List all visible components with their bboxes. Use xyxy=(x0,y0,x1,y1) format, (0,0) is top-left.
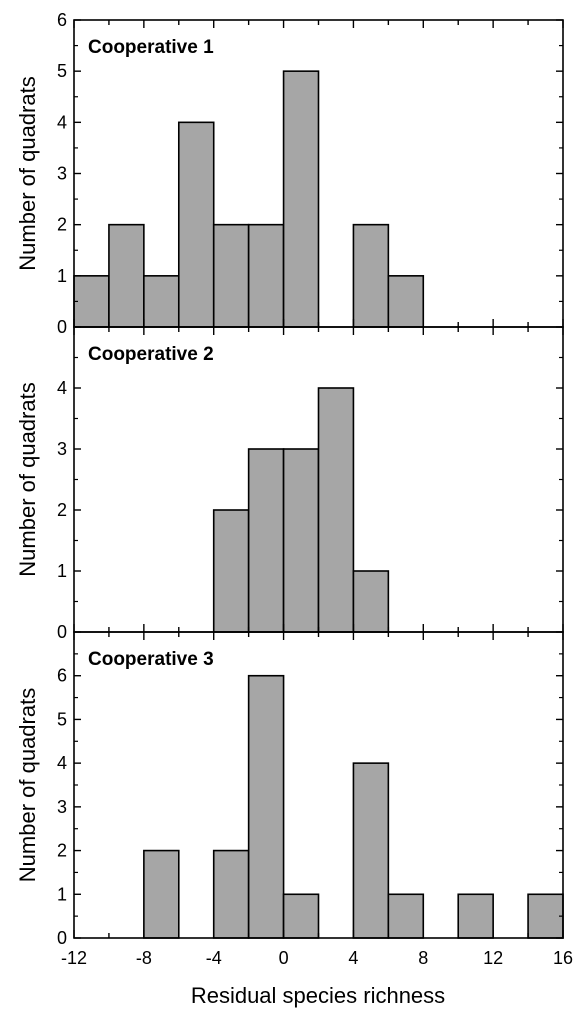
y-tick-label: 6 xyxy=(57,666,67,686)
y-tick-label: 0 xyxy=(57,928,67,948)
y-tick-label: 0 xyxy=(57,317,67,337)
histogram-bar xyxy=(247,448,285,633)
histogram-bar xyxy=(352,223,390,328)
y-tick-label: 0 xyxy=(57,622,67,642)
histogram-bar xyxy=(108,223,145,328)
histogram-bar xyxy=(282,448,320,633)
x-tick-label: 12 xyxy=(483,948,503,968)
x-tick-label: -4 xyxy=(206,948,222,968)
panel-title: Cooperative 2 xyxy=(88,344,214,365)
y-tick-label: 3 xyxy=(57,164,67,184)
y-tick-label: 6 xyxy=(57,10,67,30)
histogram-bar xyxy=(247,674,285,939)
histogram-bar xyxy=(247,223,285,328)
y-tick-label: 4 xyxy=(57,753,67,773)
panel-2: 0 1 2 3 4 Cooperative 2 Number of quadrats xyxy=(15,326,564,642)
histogram-bar xyxy=(212,223,250,328)
y-tick-label: 4 xyxy=(57,378,67,398)
y-axis-title: Number of quadrats xyxy=(15,688,40,882)
panel-title: Cooperative 3 xyxy=(88,649,214,670)
histogram-bar xyxy=(143,275,180,328)
y-axis-title: Number of quadrats xyxy=(15,382,40,576)
y-tick-label: 4 xyxy=(57,112,67,132)
histogram-bar xyxy=(282,70,320,328)
x-tick-labels: -12 -8 -4 0 4 8 12 16 xyxy=(61,948,573,968)
x-tick-label: 4 xyxy=(348,948,358,968)
histogram-bar xyxy=(212,509,250,633)
histogram-bar xyxy=(457,893,494,939)
histogram-bar xyxy=(352,570,390,633)
y-tick-label: 3 xyxy=(57,797,67,817)
histogram-bar xyxy=(143,849,180,939)
y-tick-label: 3 xyxy=(57,439,67,459)
x-tick-label: 0 xyxy=(279,948,289,968)
histogram-bar xyxy=(387,275,425,328)
y-tick-label: 2 xyxy=(57,841,67,861)
y-tick-label: 5 xyxy=(57,709,67,729)
histogram-bar xyxy=(352,762,390,939)
y-tick-label: 1 xyxy=(57,561,67,581)
x-tick-label: 8 xyxy=(418,948,428,968)
y-tick-label: 5 xyxy=(57,61,67,81)
histogram-bar xyxy=(282,893,320,939)
histogram-bar xyxy=(212,849,250,939)
x-tick-label: 16 xyxy=(553,948,573,968)
x-axis-title: Residual species richness xyxy=(191,983,445,1008)
y-tick-label: 1 xyxy=(57,266,67,286)
panel-title: Cooperative 1 xyxy=(88,37,214,58)
histogram-bar xyxy=(387,893,425,939)
x-tick-label: -12 xyxy=(61,948,87,968)
y-axis-title: Number of quadrats xyxy=(15,76,40,270)
histogram-bar xyxy=(177,121,215,328)
y-tick-label: 2 xyxy=(57,215,67,235)
histogram-bar xyxy=(527,893,564,939)
y-tick-label: 1 xyxy=(57,884,67,904)
histogram-bar xyxy=(73,275,110,328)
panel-1: 0 1 2 3 4 5 6 Cooperative 1 Number of quadrats xyxy=(15,10,564,337)
histogram-bar xyxy=(317,387,355,633)
y-tick-label: 2 xyxy=(57,500,67,520)
panel-3: 0 1 2 3 4 5 6 Cooperative 3 Number of quadrats xyxy=(15,631,564,948)
x-tick-label: -8 xyxy=(136,948,152,968)
